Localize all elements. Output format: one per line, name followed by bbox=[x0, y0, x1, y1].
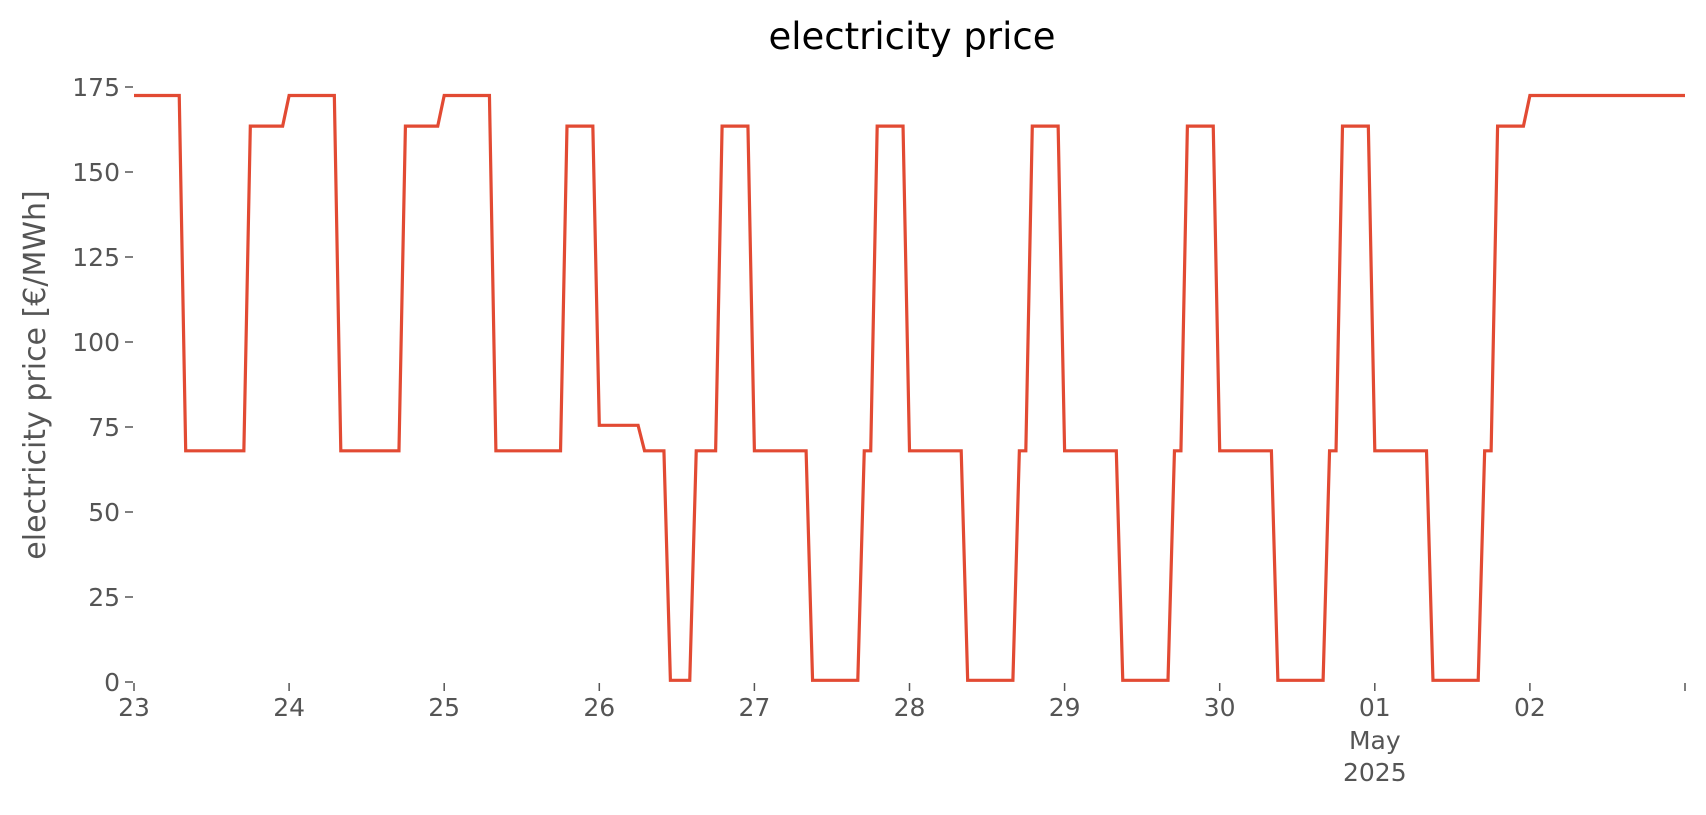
x-tick-label: 23 bbox=[118, 693, 150, 722]
y-tick-label: 175 bbox=[72, 73, 120, 102]
x-axis: 23 24 25 26 27 28 29 30 01 02 May 2025 bbox=[118, 683, 1686, 787]
x-tick-label: 27 bbox=[738, 693, 770, 722]
price-series-line bbox=[134, 93, 1685, 682]
x-tick-label: 24 bbox=[273, 693, 305, 722]
y-tick-label: 100 bbox=[72, 328, 120, 357]
x-tick-label: 29 bbox=[1049, 693, 1081, 722]
y-tick-label: 50 bbox=[88, 498, 120, 527]
y-tick-label: 0 bbox=[104, 668, 120, 697]
x-year-label: 2025 bbox=[1343, 758, 1407, 787]
y-tick-label: 75 bbox=[88, 413, 120, 442]
y-tick-label: 125 bbox=[72, 243, 120, 272]
x-tick-label: 25 bbox=[428, 693, 460, 722]
x-tick-label: 30 bbox=[1204, 693, 1236, 722]
y-axis: 0 25 50 75 100 125 150 175 bbox=[72, 73, 133, 697]
x-tick-label: 01 bbox=[1359, 693, 1391, 722]
x-tick-label: 28 bbox=[894, 693, 926, 722]
chart-title: electricity price bbox=[768, 15, 1055, 58]
x-tick-label: 02 bbox=[1514, 693, 1546, 722]
y-tick-label: 25 bbox=[88, 583, 120, 612]
series-layer bbox=[134, 93, 1685, 682]
x-month-label: May bbox=[1349, 726, 1401, 755]
x-tick-label: 26 bbox=[583, 693, 615, 722]
y-axis-label: electricity price [€/MWh] bbox=[18, 190, 53, 559]
y-tick-label: 150 bbox=[72, 158, 120, 187]
